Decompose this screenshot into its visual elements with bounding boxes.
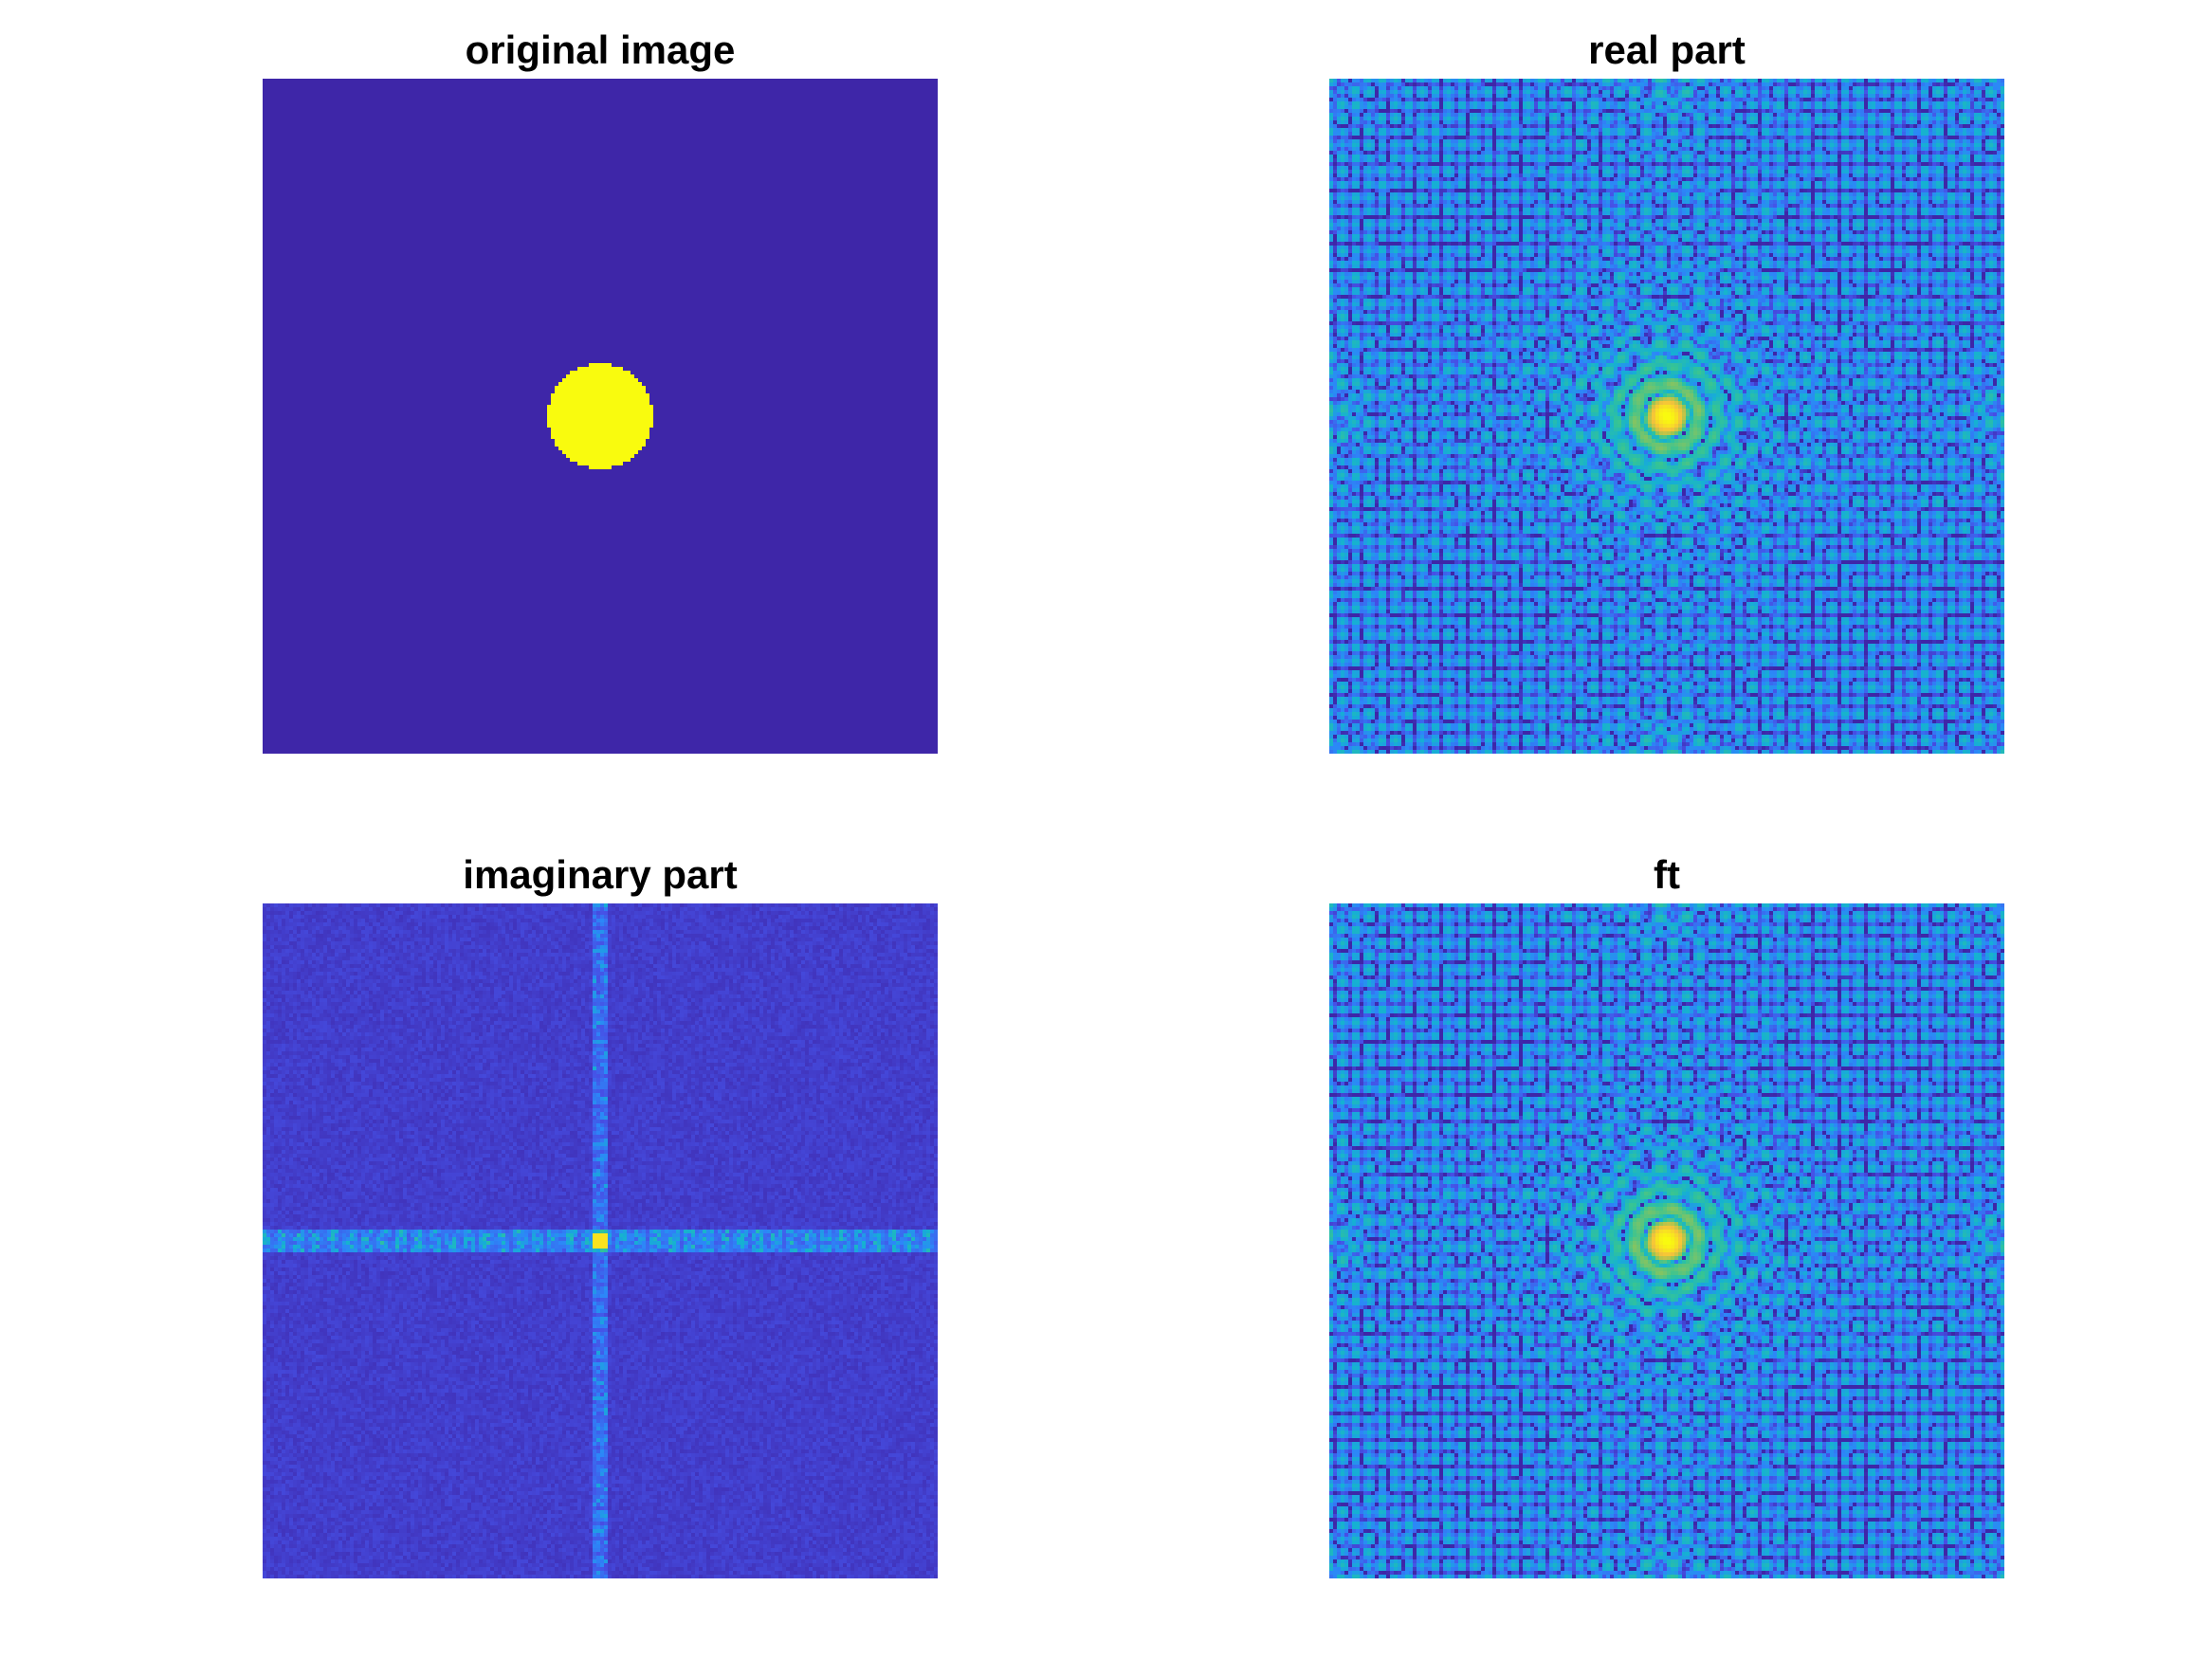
panel-title-ft: ft xyxy=(1654,852,1680,897)
original-image-plot xyxy=(263,79,938,754)
ft-plot xyxy=(1329,903,2004,1578)
panel-title-imaginary-part: imaginary part xyxy=(463,852,738,897)
real-part-plot xyxy=(1329,79,2004,754)
panel-title-real-part: real part xyxy=(1588,27,1746,72)
imaginary-part-plot xyxy=(263,903,938,1578)
panel-title-original-image: original image xyxy=(465,27,736,72)
